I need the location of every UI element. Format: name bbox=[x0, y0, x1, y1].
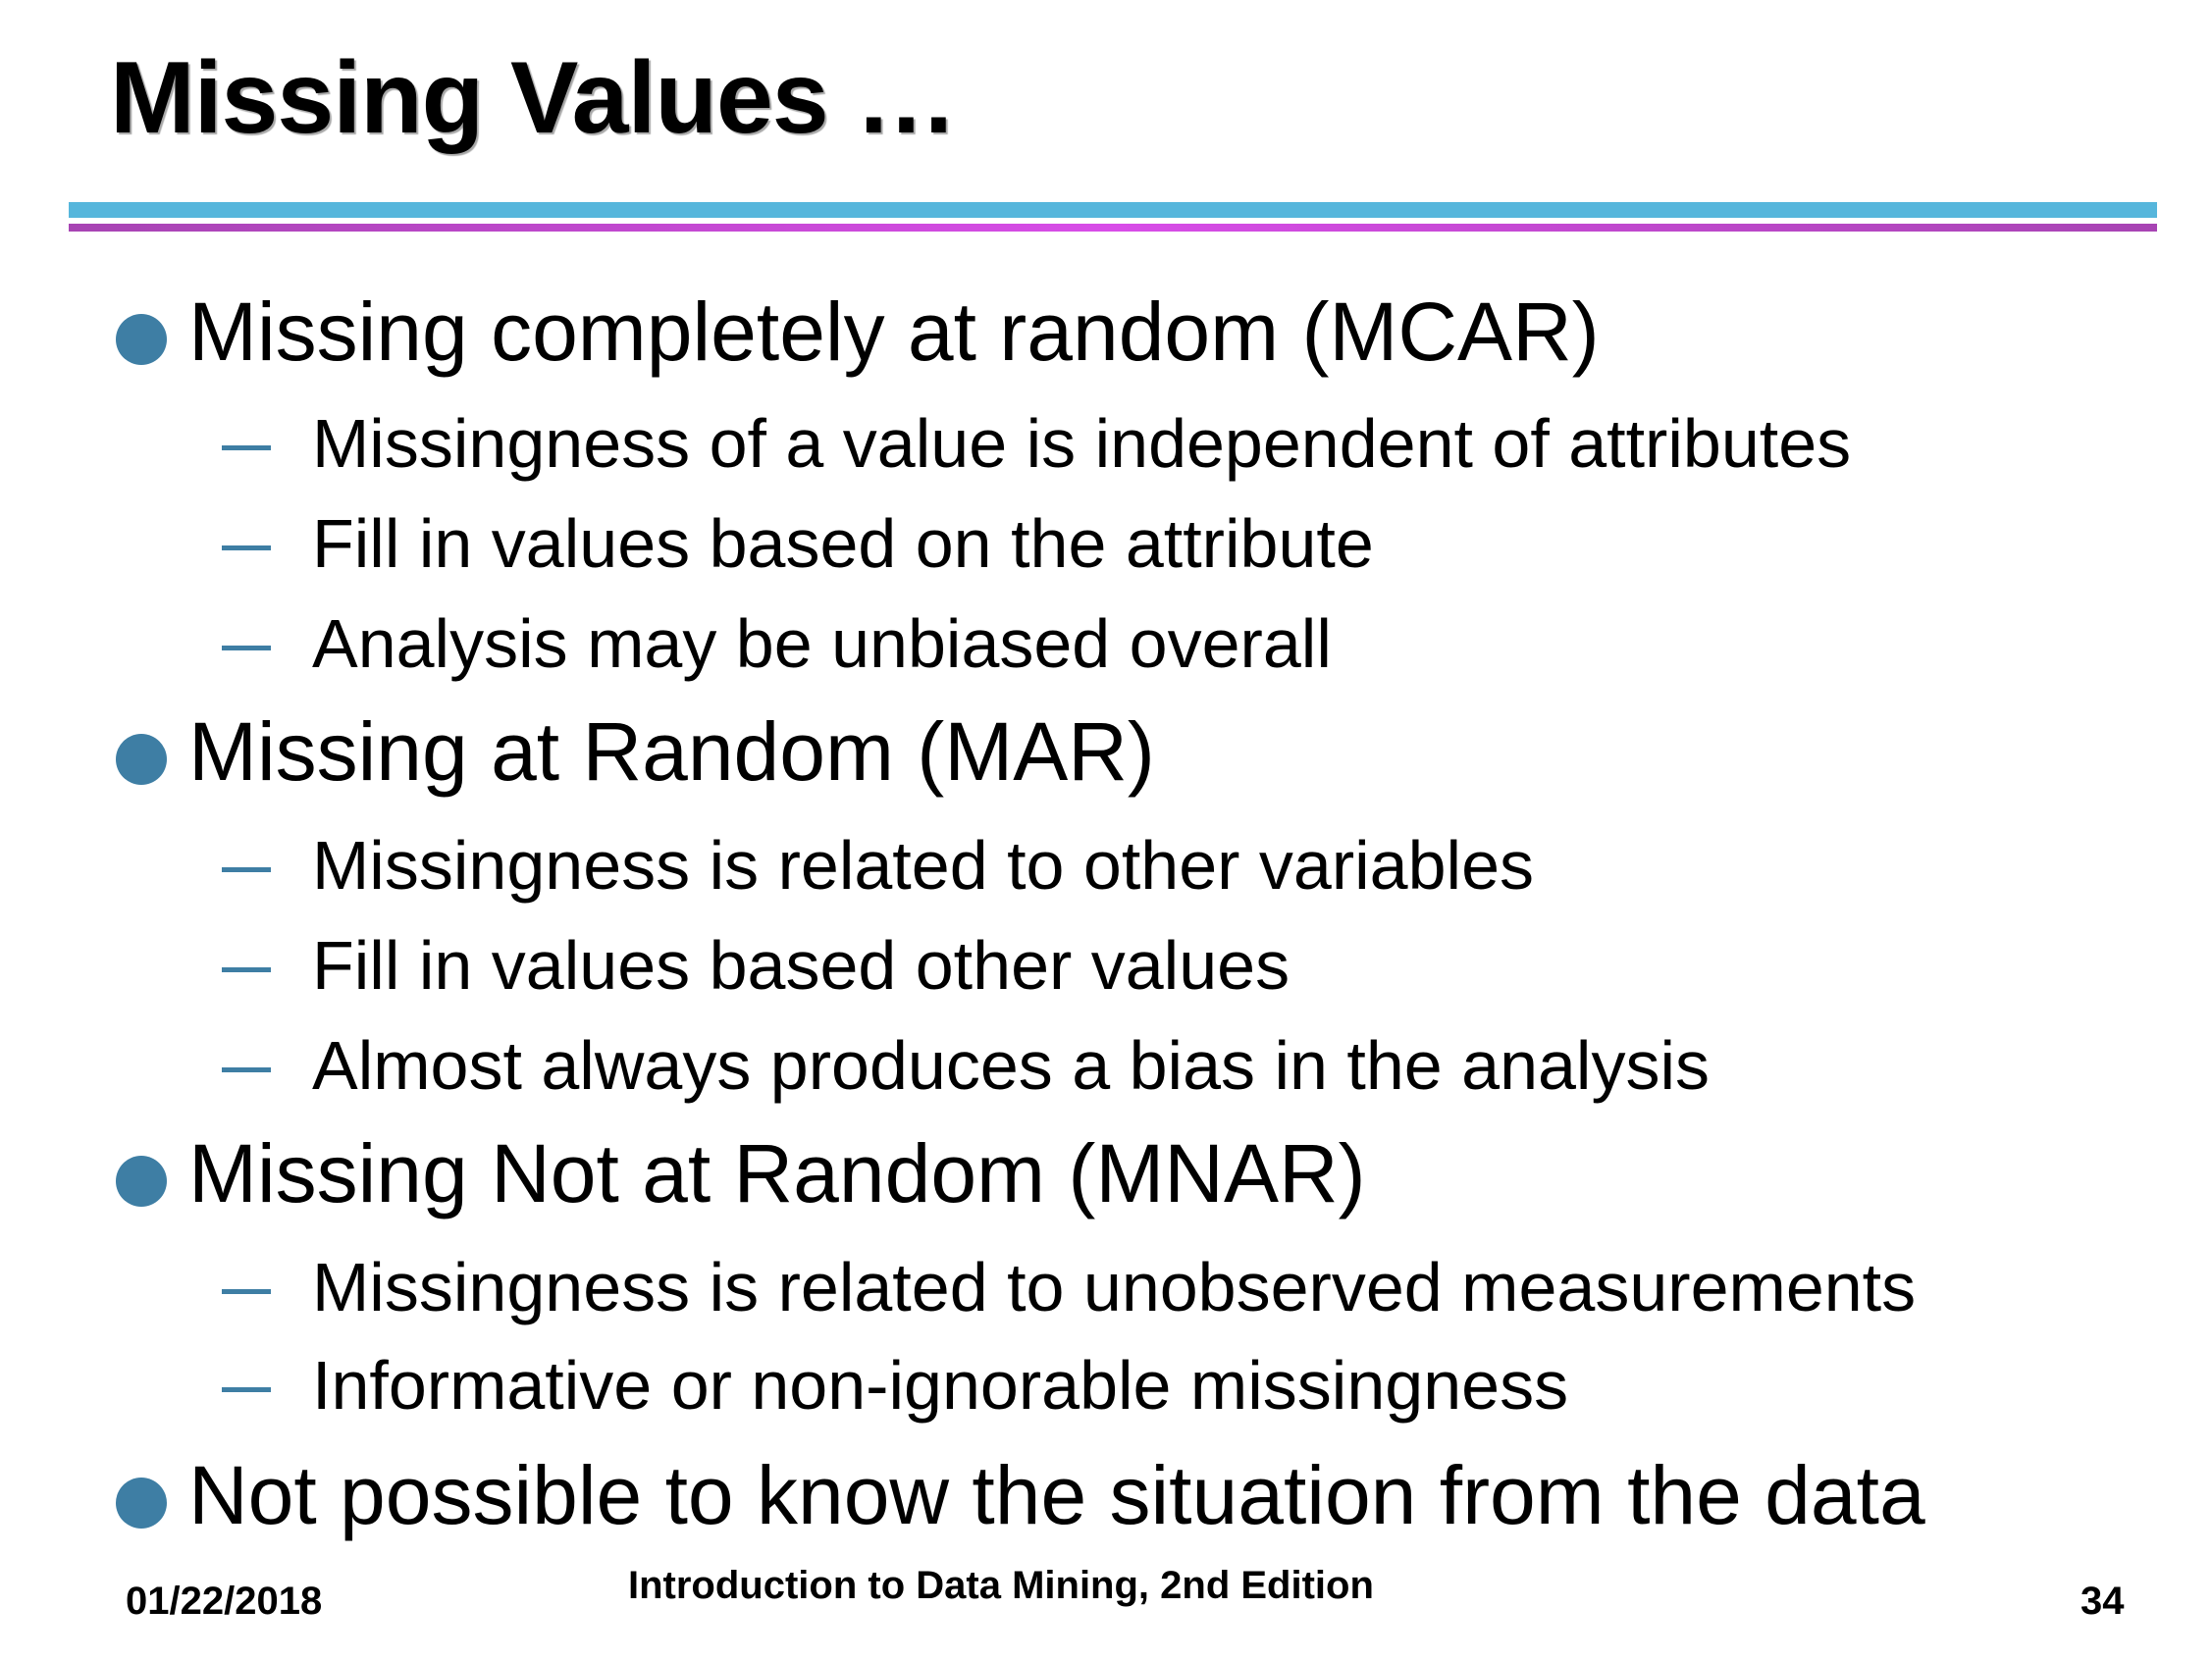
title-rule-gap bbox=[69, 218, 2157, 224]
dash-icon bbox=[222, 867, 271, 872]
bullet-dot-icon bbox=[116, 314, 167, 365]
title-rule-bottom bbox=[69, 224, 2157, 232]
sub-bullet-text: Informative or non-ignorable missingness bbox=[312, 1347, 1569, 1424]
sub-bullet-text: Almost always produces a bias in the ana… bbox=[312, 1027, 1711, 1104]
bullet-text: Missing completely at random (MCAR) bbox=[188, 285, 1600, 378]
footer-page-number: 34 bbox=[2080, 1580, 2125, 1623]
bullet-dot-icon bbox=[116, 734, 167, 785]
dash-icon bbox=[222, 1289, 271, 1294]
sub-bullet-text: Fill in values based on the attribute bbox=[312, 505, 1374, 582]
footer-book-title: Introduction to Data Mining, 2nd Edition bbox=[628, 1564, 1374, 1607]
sub-bullet-text: Fill in values based other values bbox=[312, 927, 1290, 1004]
sub-bullet-text: Missingness of a value is independent of… bbox=[312, 405, 1852, 482]
title-rule-top bbox=[69, 202, 2157, 218]
bullet-dot-icon bbox=[116, 1156, 167, 1207]
dash-icon bbox=[222, 1067, 271, 1072]
dash-icon bbox=[222, 445, 271, 450]
sub-bullet-text: Missingness is related to other variable… bbox=[312, 827, 1535, 904]
dash-icon bbox=[222, 646, 271, 650]
sub-bullet-text: Analysis may be unbiased overall bbox=[312, 605, 1332, 682]
dash-icon bbox=[222, 1387, 271, 1392]
bullet-text: Not possible to know the situation from … bbox=[188, 1449, 1925, 1541]
slide-title: Missing Values … bbox=[110, 41, 958, 155]
bullet-dot-icon bbox=[116, 1478, 167, 1529]
bullet-text: Missing Not at Random (MNAR) bbox=[188, 1127, 1366, 1219]
dash-icon bbox=[222, 967, 271, 972]
bullet-text: Missing at Random (MAR) bbox=[188, 705, 1155, 798]
dash-icon bbox=[222, 545, 271, 550]
footer-date: 01/22/2018 bbox=[126, 1580, 323, 1623]
sub-bullet-text: Missingness is related to unobserved mea… bbox=[312, 1249, 1917, 1325]
